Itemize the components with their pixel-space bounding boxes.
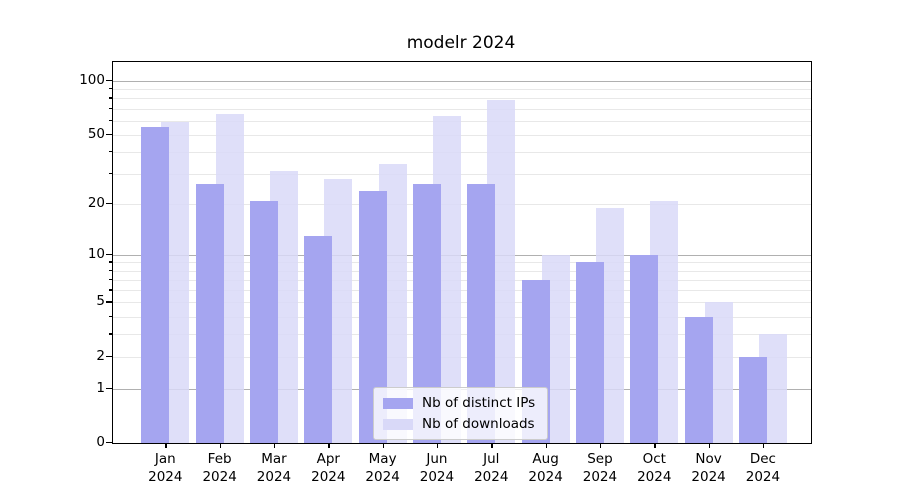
y-tick-mark-10 <box>106 253 112 256</box>
bar-distinct-ips-feb <box>195 184 224 443</box>
minor-gridline-3 <box>113 334 811 336</box>
y-minor-tick-mark-3 <box>108 333 112 335</box>
y-minor-tick-mark-80 <box>108 97 112 99</box>
y-minor-tick-mark-4 <box>108 315 112 318</box>
minor-gridline-9 <box>113 262 811 264</box>
legend-swatch-downloads <box>383 418 413 430</box>
x-tick-mark-apr <box>328 443 330 448</box>
y-minor-tick-mark-7 <box>108 278 112 281</box>
x-tick-mark-sep <box>599 443 602 448</box>
minor-gridline-50 <box>113 134 811 136</box>
minor-gridline-2 <box>113 356 811 358</box>
minor-gridline-6 <box>113 290 811 292</box>
x-tick-label-jun: Jun 2024 <box>419 451 455 485</box>
bar-distinct-ips-oct <box>630 254 659 443</box>
minor-gridline-70 <box>113 108 811 110</box>
bar-distinct-ips-jan <box>141 127 170 443</box>
x-tick-mark-jan <box>165 443 167 448</box>
y-tick-label-10: 10 <box>87 245 105 262</box>
legend: Nb of distinct IPs Nb of downloads <box>373 387 549 440</box>
y-minor-tick-mark-90 <box>108 88 112 90</box>
x-tick-mark-mar <box>273 443 276 448</box>
chart-title: modelr 2024 <box>406 33 516 53</box>
bar-distinct-ips-apr <box>304 236 333 443</box>
bar-distinct-ips-mar <box>249 200 278 443</box>
x-tick-mark-aug <box>545 443 547 448</box>
y-tick-label-20: 20 <box>87 195 105 212</box>
y-tick-mark-1 <box>106 387 112 389</box>
y-minor-tick-mark-9 <box>108 261 112 263</box>
minor-gridline-80 <box>113 98 811 100</box>
plot-area: Nb of distinct IPs Nb of downloads <box>112 61 812 444</box>
y-tick-label-2: 2 <box>96 347 105 364</box>
bar-distinct-ips-dec <box>738 356 767 443</box>
y-tick-mark-100 <box>106 80 112 82</box>
y-minor-tick-mark-8 <box>108 269 112 271</box>
x-tick-label-dec: Dec 2024 <box>745 451 781 485</box>
x-tick-label-sep: Sep 2024 <box>582 451 618 485</box>
x-tick-mark-dec <box>762 443 765 448</box>
minor-gridline-40 <box>113 151 811 153</box>
x-tick-mark-jul <box>491 443 493 448</box>
y-minor-tick-mark-30 <box>108 172 112 174</box>
x-tick-label-jul: Jul 2024 <box>474 451 509 485</box>
y-tick-label-1: 1 <box>96 379 105 396</box>
y-tick-label-50: 50 <box>87 125 105 142</box>
y-tick-mark-20 <box>106 203 112 205</box>
legend-label-distinct-ips: Nb of distinct IPs <box>422 395 536 411</box>
x-tick-label-nov: Nov 2024 <box>691 451 726 485</box>
x-tick-mark-nov <box>708 443 710 448</box>
y-minor-tick-mark-6 <box>108 289 112 291</box>
x-tick-label-aug: Aug 2024 <box>528 451 563 485</box>
x-tick-mark-oct <box>654 443 656 448</box>
x-tick-label-oct: Oct 2024 <box>637 451 672 485</box>
bar-distinct-ips-sep <box>575 262 604 443</box>
legend-label-downloads: Nb of downloads <box>422 416 535 432</box>
minor-gridline-8 <box>113 270 811 272</box>
y-tick-mark-5 <box>106 301 112 303</box>
y-tick-label-5: 5 <box>96 293 105 310</box>
x-tick-mark-jun <box>436 443 439 448</box>
x-tick-mark-may <box>382 443 384 448</box>
x-tick-label-feb: Feb 2024 <box>202 451 237 485</box>
legend-swatch-distinct-ips <box>383 397 413 409</box>
x-tick-mark-feb <box>219 443 221 448</box>
y-tick-mark-2 <box>106 355 112 358</box>
minor-gridline-90 <box>113 89 811 91</box>
x-tick-label-mar: Mar 2024 <box>256 451 292 485</box>
minor-gridline-60 <box>113 120 811 122</box>
minor-gridline-7 <box>113 279 811 281</box>
major-gridline-100 <box>113 81 811 82</box>
major-gridline-10 <box>113 254 811 256</box>
x-tick-label-apr: Apr 2024 <box>311 451 346 485</box>
y-tick-mark-50 <box>106 133 112 135</box>
minor-gridline-4 <box>113 316 811 318</box>
y-minor-tick-mark-60 <box>108 119 112 121</box>
minor-gridline-5 <box>113 302 811 304</box>
x-tick-label-may: May 2024 <box>365 451 400 485</box>
y-minor-tick-mark-70 <box>108 107 112 109</box>
y-tick-mark-0 <box>106 442 112 444</box>
minor-gridline-20 <box>113 204 811 206</box>
y-minor-tick-mark-40 <box>108 150 112 152</box>
y-tick-label-100: 100 <box>79 72 105 88</box>
x-tick-label-jan: Jan 2024 <box>148 451 183 485</box>
legend-item-downloads: Nb of downloads <box>383 416 535 432</box>
y-tick-label-0: 0 <box>96 434 105 450</box>
legend-item-distinct-ips: Nb of distinct IPs <box>383 395 535 411</box>
bar-distinct-ips-nov <box>684 316 713 443</box>
minor-gridline-30 <box>113 173 811 175</box>
